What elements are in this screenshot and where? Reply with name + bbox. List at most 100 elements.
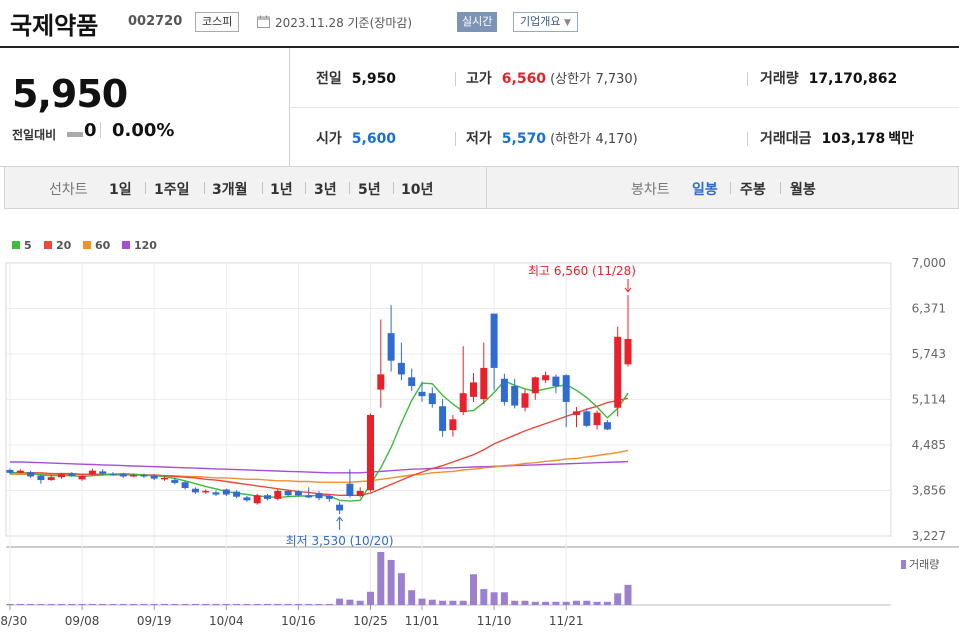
volume-bar (603, 601, 611, 605)
volume-bar (58, 603, 65, 605)
legend-label: 60 (95, 239, 111, 252)
volume-bar (181, 603, 189, 605)
candle-body (418, 391, 426, 397)
candle-body (470, 382, 477, 397)
volume-bar (6, 603, 14, 605)
candle-body (387, 333, 395, 361)
candlestick-chart: 7,000 6,371 5,743 5,114 4,485 3,856 3,227 08/30… (0, 239, 959, 628)
period-1y[interactable]: 1년 (270, 182, 293, 198)
volume-bar (130, 603, 138, 605)
period-3y[interactable]: 3년 (314, 182, 337, 198)
period-1w[interactable]: 1주일 (154, 182, 190, 198)
volume-bar (387, 559, 395, 605)
volume-bar (99, 603, 107, 605)
volume-bar (614, 593, 622, 605)
volume-bar (37, 603, 45, 605)
period-separator (145, 182, 146, 194)
period-separator (393, 182, 394, 194)
period-10y[interactable]: 10년 (401, 182, 434, 198)
period-1d[interactable]: 1일 (109, 182, 132, 198)
legend-swatch (44, 241, 52, 249)
candle-body (58, 474, 65, 478)
x-tick-label: 11/21 (549, 614, 584, 628)
volume-bar (274, 603, 282, 605)
legend-swatch (83, 241, 91, 249)
period-separator (305, 182, 306, 194)
candle-body (140, 475, 148, 477)
candle-monthly[interactable]: 월봉 (790, 182, 816, 198)
x-tick-label: 10/16 (281, 614, 316, 628)
y-tick-label: 4,485 (912, 438, 946, 452)
amount-unit: 백만 (888, 131, 915, 147)
open-value: 5,600 (351, 131, 397, 147)
volume-bar (583, 600, 591, 605)
candle-body (171, 480, 179, 483)
volume-bar (439, 600, 447, 605)
candle-body (202, 490, 210, 493)
candle-body (78, 475, 86, 480)
low-price: 저가 5,570 (하한가 4,170) (466, 128, 638, 148)
candle-body (428, 393, 436, 405)
lower-limit-value: 4,170) (595, 132, 638, 147)
volume-bar (78, 603, 86, 605)
x-tick-label: 10/04 (209, 614, 244, 628)
volume-bar (284, 603, 292, 605)
volume-bar (150, 603, 158, 605)
company-overview-label: 기업개요 (520, 15, 561, 28)
y-tick-label: 3,856 (912, 483, 946, 497)
volume-bar (294, 603, 302, 605)
x-tick-label: 09/19 (137, 614, 172, 628)
legend-label: 5 (24, 239, 32, 252)
change-rate: 0.00% (112, 120, 175, 141)
candle-body (243, 497, 251, 501)
candle-body (439, 406, 447, 431)
candle-body (130, 475, 138, 477)
x-tick-label: 08/30 (0, 614, 27, 628)
volume-bar (397, 573, 405, 605)
candle-body (88, 470, 96, 475)
candle-weekly[interactable]: 주봉 (740, 182, 766, 198)
volume-bar (449, 600, 457, 605)
candle-body (325, 495, 333, 499)
volume-bar (459, 600, 467, 605)
candle-body (500, 378, 508, 402)
volume-bar (243, 603, 251, 605)
realtime-button[interactable]: 실시간 (457, 12, 498, 32)
date-text: 2023.11.28 기준(장마감) (275, 16, 413, 30)
candle-body (573, 411, 580, 415)
candle-body (27, 472, 35, 477)
candle-body (47, 477, 55, 481)
max-arrow-head (624, 287, 632, 293)
candle-body (119, 474, 127, 477)
volume-bar (222, 603, 230, 605)
y-tick-label: 7,000 (912, 256, 946, 270)
volume-bar (264, 603, 271, 605)
candle-body (150, 475, 158, 479)
volume: 거래량 17,170,862 (760, 68, 897, 88)
candle-body (531, 377, 539, 394)
volume-bar (418, 598, 426, 605)
volume-bar (377, 552, 385, 605)
candle-daily[interactable]: 일봉 (692, 182, 718, 198)
period-3m[interactable]: 3개월 (212, 182, 248, 198)
header: 국제약품 002720 코스피 2023.11.28 기준(장마감) 실시간 기… (0, 0, 959, 46)
candle-body (305, 495, 313, 498)
candle-body (542, 375, 550, 381)
company-overview-dropdown[interactable]: 기업개요 ▼ (513, 12, 578, 32)
candle-body (253, 495, 261, 504)
legend-label: 120 (134, 239, 157, 252)
period-5y[interactable]: 5년 (358, 182, 381, 198)
change-value: 0 (84, 120, 97, 141)
calendar-icon (257, 15, 270, 28)
volume-bar (68, 603, 76, 605)
volume-bar (346, 599, 354, 605)
trade-amount: 거래대금 103,178 백만 (760, 128, 914, 148)
period-separator (349, 182, 350, 194)
market-badge: 코스피 (195, 12, 240, 32)
high-price: 고가 6,560 (상한가 7,730) (466, 68, 638, 88)
high-value: 6,560 (501, 71, 547, 87)
volume-bar (521, 600, 529, 605)
volume-label: 거래량 (760, 71, 799, 87)
candle-body (336, 504, 344, 511)
volume-legend-swatch (901, 560, 906, 569)
